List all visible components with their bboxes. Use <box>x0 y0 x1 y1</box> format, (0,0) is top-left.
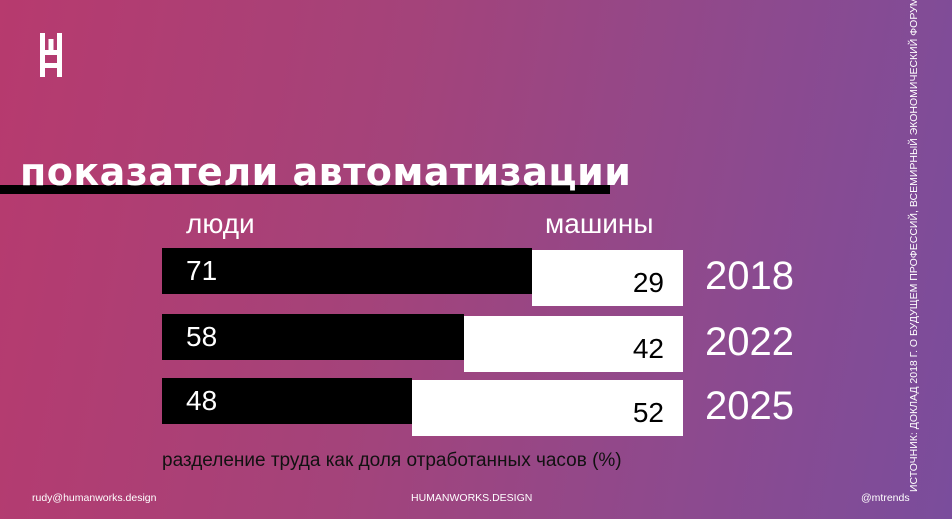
bar-row-2018: 71 29 2018 <box>162 248 862 306</box>
page-title: показатели автоматизации <box>20 150 632 194</box>
bar-people-2025: 48 <box>162 378 412 424</box>
data-label-people-2018: 71 <box>186 255 218 286</box>
category-label-2018: 2018 <box>705 254 794 298</box>
bar-machines-2018: 29 <box>532 250 683 306</box>
stacked-bar-chart: 71 29 2018 58 42 2022 48 52 2025 <box>162 0 862 519</box>
legend-machines: машины <box>545 208 654 239</box>
chart-caption: разделение труда как доля отработанных ч… <box>162 450 622 471</box>
data-label-people-2025: 48 <box>186 385 218 416</box>
footer-handle: @mtrends <box>861 492 910 504</box>
category-label-2025: 2025 <box>705 384 794 428</box>
bar-machines-2025: 52 <box>412 380 683 436</box>
legend-people: люди <box>186 208 255 239</box>
footer-email: rudy@humanworks.design <box>32 492 157 504</box>
source-note: ИСТОЧНИК: ДОКЛАД 2018 Г. О БУДУЩЕМ ПРОФЕ… <box>908 0 920 492</box>
title-underline <box>0 185 610 194</box>
bar-machines-2022: 42 <box>464 316 683 372</box>
category-label-2022: 2022 <box>705 320 794 364</box>
footer-site: HUMANWORKS.DESIGN <box>411 492 533 504</box>
data-label-machines-2025: 52 <box>632 397 664 428</box>
humanworks-logo-icon <box>40 33 62 77</box>
data-label-machines-2022: 42 <box>632 333 664 364</box>
data-label-people-2022: 58 <box>186 321 218 352</box>
bar-row-2025: 48 52 2025 <box>162 378 862 436</box>
bar-people-2018: 71 <box>162 248 532 294</box>
bar-row-2022: 58 42 2022 <box>162 314 862 372</box>
data-label-machines-2018: 29 <box>632 267 664 298</box>
title-block: показатели автоматизации <box>0 150 632 194</box>
bar-people-2022: 58 <box>162 314 464 360</box>
